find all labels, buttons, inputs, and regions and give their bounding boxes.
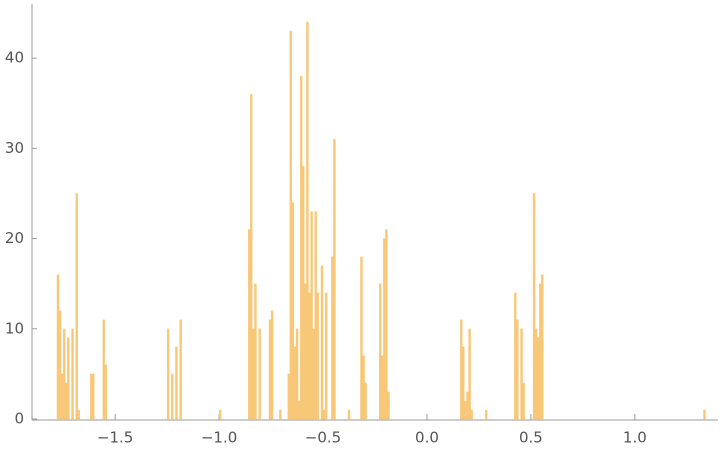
bar bbox=[295, 328, 299, 420]
bar bbox=[331, 256, 334, 420]
bar bbox=[383, 238, 386, 420]
bar bbox=[324, 292, 328, 420]
bar bbox=[179, 319, 182, 420]
bar bbox=[58, 310, 62, 420]
bar bbox=[322, 409, 326, 420]
bar bbox=[71, 328, 74, 420]
x-tick-label: −1.5 bbox=[97, 429, 133, 447]
bar bbox=[379, 283, 382, 420]
bar bbox=[460, 319, 463, 420]
bar bbox=[532, 193, 536, 420]
bar bbox=[287, 373, 290, 420]
bar bbox=[385, 229, 388, 420]
bar bbox=[360, 256, 363, 420]
bar bbox=[92, 373, 95, 420]
bar bbox=[464, 400, 467, 420]
bar bbox=[250, 94, 253, 420]
bar bbox=[297, 400, 301, 420]
bar bbox=[312, 328, 315, 420]
bar bbox=[520, 328, 523, 420]
bar bbox=[279, 409, 282, 420]
bar bbox=[514, 292, 517, 420]
bar bbox=[248, 229, 251, 420]
bar bbox=[65, 382, 68, 420]
bar bbox=[104, 364, 107, 420]
bar bbox=[218, 409, 222, 420]
bar bbox=[56, 274, 60, 420]
bar bbox=[175, 346, 178, 420]
y-tick-label: 0 bbox=[14, 410, 24, 428]
bar bbox=[90, 373, 93, 420]
y-tick-label: 40 bbox=[5, 49, 24, 67]
x-tick-label: 1.0 bbox=[623, 429, 647, 447]
bar bbox=[300, 76, 303, 420]
bar bbox=[462, 346, 465, 420]
bar bbox=[60, 373, 64, 420]
x-tick-label: 0.0 bbox=[415, 429, 439, 447]
bar bbox=[77, 409, 80, 420]
bar bbox=[314, 211, 317, 420]
x-tick-label: 0.5 bbox=[519, 429, 543, 447]
y-tick-label: 20 bbox=[5, 229, 24, 247]
bar bbox=[291, 202, 295, 420]
bar bbox=[63, 328, 66, 420]
bar bbox=[102, 319, 105, 420]
y-tick-label: 10 bbox=[5, 319, 24, 337]
bar bbox=[293, 346, 297, 420]
bar bbox=[306, 21, 309, 420]
bar bbox=[541, 274, 544, 420]
bar bbox=[75, 193, 78, 420]
bar bbox=[333, 139, 336, 420]
bar bbox=[381, 355, 384, 420]
bar bbox=[362, 355, 365, 420]
bar bbox=[270, 310, 274, 420]
bar bbox=[252, 328, 255, 420]
bar bbox=[67, 337, 70, 420]
bar bbox=[516, 319, 519, 420]
x-tick-label: −0.5 bbox=[305, 429, 341, 447]
bar bbox=[466, 391, 469, 420]
bar bbox=[364, 382, 367, 420]
bar bbox=[485, 409, 488, 420]
bar bbox=[536, 337, 540, 420]
bar bbox=[539, 283, 542, 420]
bar bbox=[468, 328, 471, 420]
y-tick-label: 30 bbox=[5, 139, 24, 157]
bar bbox=[347, 409, 351, 420]
bar bbox=[171, 373, 174, 420]
bar bbox=[258, 328, 261, 420]
bar bbox=[302, 166, 305, 420]
bar bbox=[268, 319, 272, 420]
bar bbox=[534, 328, 538, 420]
bar bbox=[254, 283, 257, 420]
bar bbox=[703, 409, 706, 420]
bar bbox=[470, 409, 473, 420]
bar bbox=[304, 283, 307, 420]
bar bbox=[289, 30, 292, 420]
bar bbox=[387, 391, 390, 420]
bar bbox=[310, 211, 313, 420]
bar bbox=[308, 292, 311, 420]
x-tick-label: −1.0 bbox=[201, 429, 237, 447]
bar bbox=[320, 265, 324, 420]
bar bbox=[522, 382, 525, 420]
bar bbox=[316, 292, 320, 420]
bar bbox=[166, 328, 170, 420]
